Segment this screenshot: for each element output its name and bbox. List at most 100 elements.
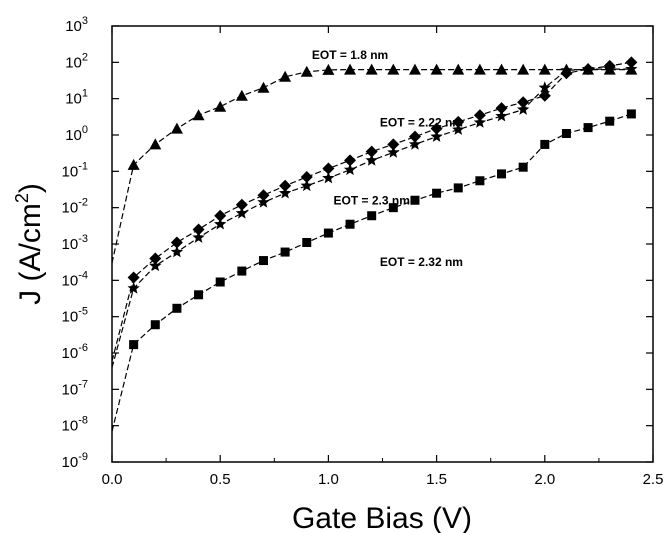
diamond-marker bbox=[495, 102, 508, 115]
series-diamond bbox=[111, 56, 638, 362]
eot-annotation: EOT = 1.8 nm bbox=[312, 48, 388, 62]
y-tick-label: 10-7 bbox=[62, 378, 88, 398]
square-marker bbox=[302, 237, 312, 247]
square-marker bbox=[150, 320, 160, 330]
diamond-marker bbox=[214, 209, 227, 222]
diamond-marker bbox=[127, 271, 140, 284]
triangle-marker bbox=[149, 138, 162, 150]
y-axis-ticks: 10-9 10-8 10-7 10-6 10-5 10-4 10-3 10-2 10-1 100 1… bbox=[62, 15, 653, 471]
y-axis-title-sup: 2 bbox=[12, 193, 32, 203]
star-marker bbox=[452, 123, 465, 135]
x-tick-label: 1.0 bbox=[318, 471, 339, 488]
square-marker bbox=[475, 176, 485, 186]
square-marker bbox=[540, 139, 550, 149]
triangle-marker bbox=[170, 122, 183, 134]
diamond-marker bbox=[430, 122, 443, 135]
diamond-marker bbox=[625, 56, 638, 69]
y-tick-label: 10-2 bbox=[62, 197, 88, 217]
square-marker bbox=[129, 340, 139, 350]
square-marker bbox=[194, 290, 204, 300]
y-tick-label: 103 bbox=[65, 15, 88, 35]
star-marker bbox=[235, 206, 248, 219]
x-tick-label: 2.5 bbox=[643, 471, 664, 488]
star-marker bbox=[625, 62, 638, 75]
diamond-marker bbox=[473, 109, 486, 122]
diamond-marker bbox=[538, 89, 551, 102]
star-marker bbox=[408, 137, 422, 150]
triangle-marker bbox=[408, 63, 421, 75]
y-tick-label: 10-1 bbox=[62, 160, 88, 180]
star-marker bbox=[517, 103, 530, 115]
x-axis-ticks: 0.0 0.5 1.0 1.5 2.0 2.5 bbox=[102, 26, 664, 488]
triangle-marker bbox=[430, 63, 443, 75]
star-marker bbox=[603, 62, 616, 75]
square-marker bbox=[583, 123, 593, 133]
star-marker bbox=[322, 171, 335, 184]
annotation-layer: EOT = 1.8 nm EOT = 2.22 nm EOT = 2.3 nm EOT… bbox=[312, 48, 463, 269]
x-axis-title: Gate Bias (V) bbox=[292, 502, 472, 533]
square-marker bbox=[345, 219, 355, 229]
triangle-marker bbox=[344, 63, 357, 75]
square-marker bbox=[323, 228, 333, 238]
triangle-marker bbox=[257, 81, 270, 93]
star-marker bbox=[581, 62, 595, 75]
star-marker bbox=[387, 146, 400, 158]
y-tick-label: 10-6 bbox=[62, 342, 88, 362]
x-tick-label: 0.5 bbox=[210, 471, 231, 488]
triangle-marker bbox=[473, 63, 486, 75]
y-tick-label: 10-9 bbox=[62, 451, 88, 471]
star-marker bbox=[300, 179, 313, 192]
eot-annotation: EOT = 2.22 nm bbox=[380, 115, 463, 129]
square-marker bbox=[410, 195, 420, 205]
diamond-marker bbox=[365, 145, 378, 158]
x-tick-label: 2.0 bbox=[534, 471, 555, 488]
triangle-marker bbox=[127, 158, 140, 170]
y-tick-label: 10-5 bbox=[62, 306, 88, 326]
triangle-marker bbox=[387, 63, 400, 75]
square-marker bbox=[258, 256, 268, 266]
star-marker bbox=[278, 186, 292, 199]
square-marker bbox=[388, 203, 398, 213]
triangle-marker bbox=[495, 63, 508, 75]
star-marker bbox=[343, 163, 357, 176]
triangle-marker bbox=[214, 100, 227, 112]
square-marker bbox=[497, 169, 507, 179]
triangle-marker bbox=[517, 63, 530, 75]
y-axis-title-main: J (A/cm bbox=[14, 203, 47, 305]
square-marker bbox=[518, 162, 528, 172]
star-marker bbox=[214, 217, 227, 230]
plot-frame bbox=[111, 25, 654, 463]
star-marker bbox=[538, 81, 551, 93]
star-marker bbox=[127, 281, 140, 294]
y-tick-label: 100 bbox=[65, 124, 88, 144]
y-tick-label: 10-4 bbox=[62, 269, 88, 289]
series-layer bbox=[111, 56, 638, 432]
diamond-marker bbox=[344, 154, 357, 167]
square-marker bbox=[432, 188, 442, 198]
square-marker bbox=[561, 128, 571, 138]
star-marker bbox=[170, 245, 184, 258]
diamond-marker bbox=[279, 179, 292, 192]
triangle-marker bbox=[192, 109, 205, 121]
diamond-marker bbox=[235, 198, 248, 211]
diamond-marker bbox=[452, 115, 465, 128]
diamond-marker bbox=[257, 189, 270, 202]
star-marker bbox=[192, 231, 205, 243]
triangle-marker bbox=[452, 63, 465, 75]
diamond-marker bbox=[149, 252, 162, 265]
triangle-marker bbox=[365, 63, 378, 75]
diamond-marker bbox=[300, 170, 313, 183]
y-axis-title: J (A/cm2) bbox=[12, 183, 47, 305]
eot-annotation: EOT = 2.3 nm bbox=[334, 193, 410, 207]
diamond-marker bbox=[387, 138, 400, 151]
square-marker bbox=[453, 183, 463, 193]
y-tick-label: 102 bbox=[65, 51, 88, 71]
y-axis-title-close: ) bbox=[14, 183, 47, 193]
triangle-marker bbox=[279, 70, 292, 82]
y-tick-label: 10-8 bbox=[62, 415, 88, 435]
y-tick-label: 10-3 bbox=[62, 233, 88, 253]
eot-annotation: EOT = 2.32 nm bbox=[380, 255, 463, 269]
series-line bbox=[111, 68, 632, 264]
square-marker bbox=[605, 116, 615, 126]
